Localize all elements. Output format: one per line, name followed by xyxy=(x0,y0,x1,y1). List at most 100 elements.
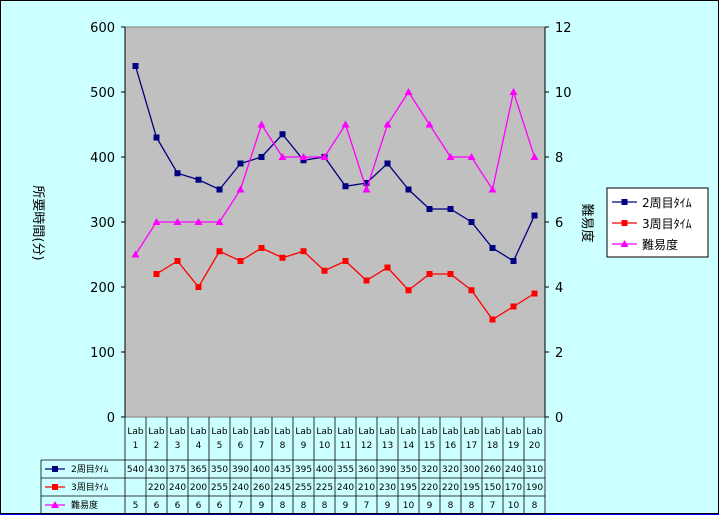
x-tick-label-line: 2 xyxy=(154,441,160,451)
data-point xyxy=(405,186,412,193)
data-point xyxy=(531,290,538,297)
data-point xyxy=(195,284,202,290)
data-label: 170 xyxy=(505,483,522,493)
data-point xyxy=(383,120,392,128)
x-tick-label: Lab 8 xyxy=(274,427,291,451)
x-tick-label-line: 3 xyxy=(175,441,181,451)
data-point xyxy=(468,287,475,294)
series-line xyxy=(134,89,536,255)
x-tick-label-line: 15 xyxy=(424,441,435,451)
x-tick-label: Lab 17 xyxy=(463,427,480,451)
data-label: 255 xyxy=(211,483,228,493)
x-tick-label-line: Lab xyxy=(232,427,249,437)
legend-marker xyxy=(620,240,629,247)
data-point xyxy=(236,185,245,193)
data-point xyxy=(510,303,517,310)
data-point xyxy=(237,258,244,264)
data-point xyxy=(258,245,265,251)
x-tick-label-line: Lab xyxy=(442,427,459,437)
data-label: 195 xyxy=(400,483,417,493)
data-label: 260 xyxy=(484,465,501,475)
data-point xyxy=(363,180,370,186)
series-2 xyxy=(153,245,538,323)
x-tick-label-line: Lab xyxy=(505,427,522,437)
data-label: 540 xyxy=(127,465,144,475)
y2-tick-label: 12 xyxy=(555,21,572,36)
data-label: 395 xyxy=(295,465,312,475)
data-point xyxy=(321,267,328,274)
data-point xyxy=(447,271,454,277)
data-label: 365 xyxy=(190,465,207,475)
series-line xyxy=(134,65,536,262)
data-point xyxy=(489,316,496,323)
data-label: 430 xyxy=(148,465,165,475)
x-tick-label: Lab 6 xyxy=(232,427,249,451)
x-tick-label: Lab 15 xyxy=(421,427,438,451)
data-label: 7 xyxy=(364,501,370,511)
series-3 xyxy=(131,88,539,258)
data-label: 240 xyxy=(169,483,186,493)
data-point xyxy=(468,219,475,225)
data-label: 255 xyxy=(295,483,312,493)
data-label: 260 xyxy=(253,483,270,493)
data-label: 200 xyxy=(190,483,207,493)
data-point xyxy=(384,264,391,271)
data-point xyxy=(362,185,371,193)
x-tick-label-line: Lab xyxy=(295,427,312,437)
data-point xyxy=(363,277,370,284)
data-label: 240 xyxy=(337,483,354,493)
x-tick-label-line: 16 xyxy=(445,441,457,451)
table-row-label: 難易度 xyxy=(71,499,98,511)
data-point xyxy=(446,153,455,160)
x-tick-label-line: Lab xyxy=(316,427,333,437)
legend-marker xyxy=(621,220,628,226)
data-label: 220 xyxy=(442,483,459,493)
y2-tick-label: 2 xyxy=(555,346,563,361)
data-point xyxy=(509,88,518,95)
data-point xyxy=(531,212,538,219)
table-row: 3周目ﾀｲﾑ 220 240 200 255 240 260 245 255 225 240 210 2… xyxy=(45,482,543,493)
data-point xyxy=(447,206,454,212)
legend-entry: 3周目ﾀｲﾑ xyxy=(612,217,692,231)
x-tick-label: Lab 2 xyxy=(148,427,165,451)
table-row-label: 2周目ﾀｲﾑ xyxy=(71,464,109,475)
data-point xyxy=(425,120,434,128)
y-tick-label: 100 xyxy=(90,346,115,361)
x-tick-label-line: 4 xyxy=(196,441,202,451)
data-label: 8 xyxy=(448,501,454,511)
x-tick-label-line: Lab xyxy=(253,427,270,437)
x-tick-label-line: 12 xyxy=(361,441,372,451)
table-legend-marker xyxy=(51,501,59,508)
data-point xyxy=(279,254,286,261)
x-tick-label-line: 13 xyxy=(382,441,393,451)
data-point xyxy=(258,154,265,160)
table-row-label: 3周目ﾀｲﾑ xyxy=(71,482,109,493)
data-label: 7 xyxy=(238,501,244,511)
table-legend-marker xyxy=(52,484,58,490)
legend-entry: 2周目ﾀｲﾑ xyxy=(612,196,692,210)
x-tick-label-line: 8 xyxy=(280,441,286,451)
data-label: 245 xyxy=(274,483,291,493)
y2-tick-label: 0 xyxy=(555,411,563,426)
x-tick-label-line: Lab xyxy=(484,427,501,437)
data-point xyxy=(194,218,203,225)
data-label: 320 xyxy=(442,465,459,475)
table-row: 難易度 5 6 6 6 6 7 9 8 8 8 9 7 9 10 9 8 8 7 10 8 xyxy=(45,499,538,511)
data-label: 355 xyxy=(337,465,354,475)
data-label: 190 xyxy=(526,483,543,493)
x-tick-label-line: 10 xyxy=(319,441,331,451)
data-point xyxy=(488,185,497,193)
x-tick-label-line: 7 xyxy=(259,441,265,451)
x-tick-label: Lab 16 xyxy=(442,427,459,451)
data-point xyxy=(342,183,349,190)
x-tick-label-line: Lab xyxy=(274,427,291,437)
x-tick-label-line: 5 xyxy=(217,441,223,451)
data-point xyxy=(405,287,412,294)
data-label: 225 xyxy=(316,483,333,493)
data-point xyxy=(404,88,413,95)
data-label: 390 xyxy=(232,465,249,475)
data-label: 8 xyxy=(301,501,307,511)
y-tick-label: 0 xyxy=(107,411,115,426)
data-point xyxy=(257,120,266,128)
